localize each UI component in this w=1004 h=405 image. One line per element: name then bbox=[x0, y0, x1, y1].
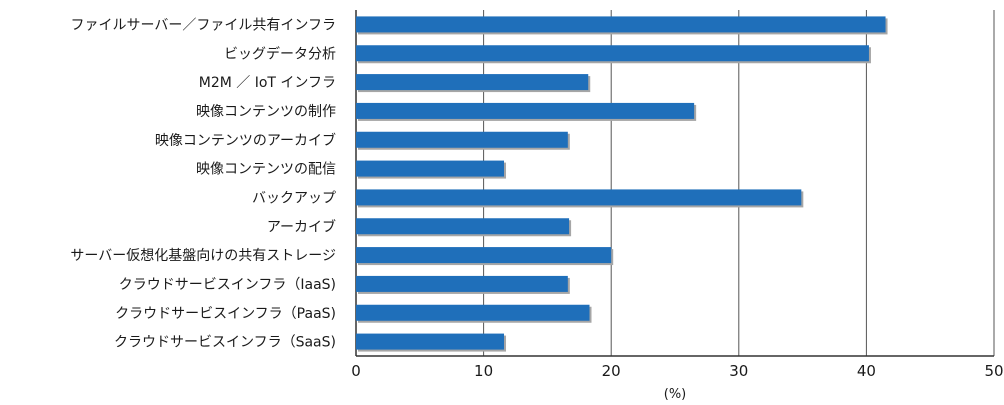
bar bbox=[356, 247, 612, 264]
category-label: クラウドサービスインフラ（IaaS) bbox=[119, 277, 336, 293]
category-label: ファイルサーバー／ファイル共有インフラ bbox=[71, 17, 336, 33]
bar bbox=[356, 45, 869, 62]
category-label: バックアップ bbox=[252, 190, 336, 206]
bar bbox=[356, 131, 568, 148]
x-tick-label: 50 bbox=[984, 362, 1003, 380]
category-label: 映像コンテンツのアーカイブ bbox=[155, 132, 336, 149]
bar bbox=[356, 333, 505, 350]
x-axis-title: (%) bbox=[664, 387, 687, 402]
x-tick-label: 40 bbox=[857, 362, 876, 380]
x-tick-label: 0 bbox=[351, 362, 361, 380]
x-tick-labels: 0 10 20 30 40 50 bbox=[351, 362, 1003, 380]
bar bbox=[356, 189, 802, 206]
bar bbox=[356, 16, 886, 33]
bar bbox=[356, 218, 570, 235]
x-tick-label: 10 bbox=[474, 362, 493, 380]
category-label: M2M ／ IoT インフラ bbox=[199, 75, 336, 91]
bar bbox=[356, 160, 505, 177]
category-label: 映像コンテンツの制作 bbox=[196, 104, 336, 120]
bar bbox=[356, 304, 590, 321]
category-label: ビッグデータ分析 bbox=[224, 45, 336, 62]
x-tick-label: 20 bbox=[602, 362, 621, 380]
category-label: 映像コンテンツの配信 bbox=[196, 162, 336, 178]
bars bbox=[356, 16, 888, 352]
category-label: アーカイブ bbox=[267, 218, 336, 235]
category-label: クラウドサービスインフラ（SaaS) bbox=[114, 335, 336, 351]
bar bbox=[356, 275, 568, 292]
gridlines bbox=[355, 10, 995, 357]
x-tick-label: 30 bbox=[729, 362, 748, 380]
bar bbox=[356, 102, 695, 119]
category-label: サーバー仮想化基盤向けの共有ストレージ bbox=[70, 247, 336, 264]
category-label: クラウドサービスインフラ（PaaS) bbox=[115, 306, 336, 322]
bar bbox=[356, 74, 589, 91]
